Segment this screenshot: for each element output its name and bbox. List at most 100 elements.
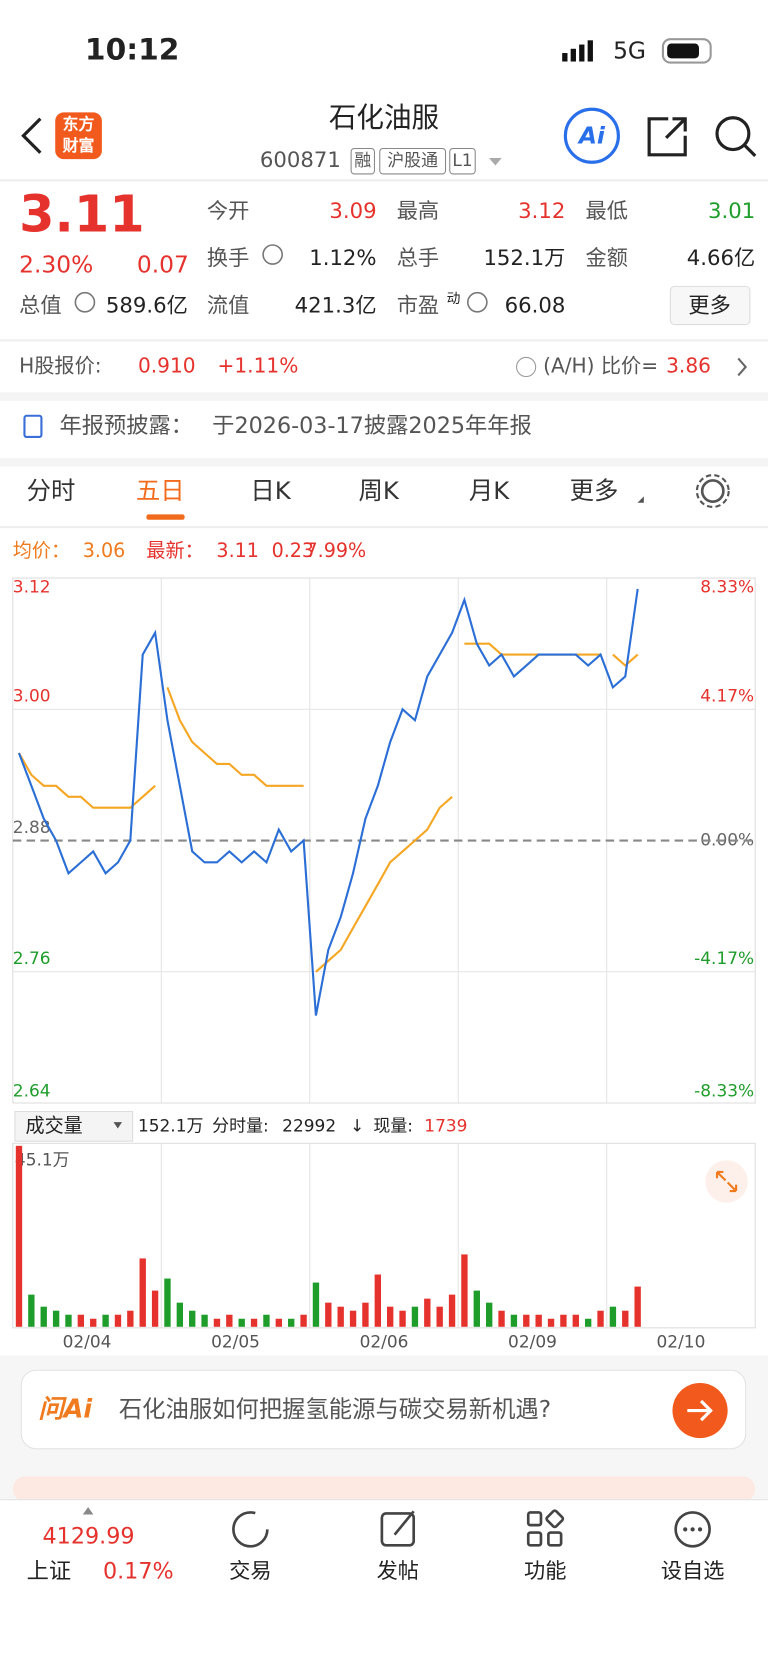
avg-value: 3.06 <box>83 539 125 562</box>
index-change: 0.17% <box>103 1558 174 1584</box>
nav-label[interactable]: 交易 <box>229 1559 271 1584</box>
h-price: 0.910 <box>138 353 196 377</box>
volume-bar <box>65 1314 72 1327</box>
x-tick-label: 02/09 <box>508 1332 557 1352</box>
y-tick-label: 2.76 <box>13 948 51 968</box>
avg-line <box>315 796 453 973</box>
quote-fields: 今开 3.09 最高 3.12 最低 3.01 换手 1.12% 总手 152.1万 金额 4.66亿… <box>19 199 755 318</box>
volume-bar <box>572 1314 579 1327</box>
signal-icon <box>562 40 593 62</box>
volume-selector-text: 成交量 <box>26 1114 83 1137</box>
share-button[interactable] <box>647 117 687 157</box>
y-tick-label: 3.00 <box>13 686 51 706</box>
y2-tick-label: 8.33% <box>700 577 754 597</box>
h-change: +1.11% <box>217 353 298 377</box>
volume-bar <box>597 1310 604 1327</box>
field-value: 1.12% <box>309 246 376 271</box>
volume-selector[interactable] <box>14 1110 134 1142</box>
ask-box[interactable] <box>20 1369 747 1450</box>
logo-text: 东方 <box>63 115 95 134</box>
notice-label: 年报预披露： <box>59 413 193 439</box>
tab[interactable]: 日K <box>250 476 291 505</box>
field-label: 市盈 <box>397 294 439 319</box>
y-tick-label: 2.88 <box>13 817 51 837</box>
tab[interactable]: 月K <box>469 476 510 505</box>
field-label: 换手 <box>207 246 249 271</box>
tabs: 分时 五日 日K 周K 月K 更多 <box>27 476 644 505</box>
back-button[interactable] <box>21 117 42 154</box>
volume-chart: 45.1万 <box>15 1143 641 1328</box>
volume-bar <box>40 1306 47 1327</box>
nav-label[interactable]: 设自选 <box>661 1559 725 1584</box>
logo-text: 财富 <box>63 136 95 155</box>
expand-arrow[interactable] <box>82 1507 94 1515</box>
stock-code: 600871 <box>260 148 341 173</box>
settings-button[interactable] <box>700 479 725 503</box>
volume-bar <box>337 1306 344 1327</box>
price-line <box>17 588 639 1016</box>
index-name: 上证 <box>27 1558 72 1584</box>
ai-text: Ai <box>577 121 606 149</box>
avg-label: 均价： <box>13 539 70 562</box>
logo <box>55 112 102 160</box>
ask-question: 石化油服如何把握氢能源与碳交易新机遇? <box>119 1395 551 1423</box>
field-label: 金额 <box>586 246 628 271</box>
nav-items: 交易 发帖 功能 设自选 <box>229 1559 724 1584</box>
volume-bar <box>584 1318 592 1327</box>
tag <box>449 147 476 175</box>
x-tick-label: 02/06 <box>360 1332 409 1352</box>
chevron[interactable] <box>737 357 748 377</box>
volume-bar <box>288 1318 295 1327</box>
volume-bar <box>213 1318 221 1327</box>
expand-button[interactable] <box>705 1160 748 1203</box>
y2-tick-label: -4.17% <box>694 948 754 968</box>
volume-bar <box>374 1274 381 1327</box>
volume-bar <box>485 1302 493 1327</box>
dropdown-arrow[interactable] <box>488 158 502 166</box>
notice-icon <box>23 414 43 439</box>
volume-bar <box>114 1314 122 1327</box>
nav-label[interactable]: 发帖 <box>377 1559 419 1584</box>
x-tick-label: 02/10 <box>657 1332 706 1352</box>
now-label: 现量: <box>373 1115 413 1135</box>
volume-bar <box>102 1314 109 1327</box>
tick-volume: 22992 <box>282 1115 336 1135</box>
x-tick-label: 02/05 <box>211 1332 260 1352</box>
help-icon[interactable] <box>516 356 537 378</box>
y2-tick-label: -8.33% <box>694 1080 754 1100</box>
network: 5G <box>613 36 646 64</box>
change-pct: 2.30% <box>19 251 93 279</box>
tab[interactable]: 周K <box>359 476 400 505</box>
avg-line <box>166 686 304 787</box>
nav-label[interactable]: 功能 <box>524 1559 566 1584</box>
tab[interactable]: 五日 <box>136 476 185 505</box>
volume-total: 152.1万 <box>138 1115 204 1135</box>
stock-name: 石化油服 <box>329 101 439 134</box>
field-value: 3.01 <box>708 199 755 224</box>
x-tick-label: 02/04 <box>63 1332 112 1352</box>
settings-gear <box>695 474 730 509</box>
tag-text: 沪股通 <box>387 150 438 170</box>
volume-bar <box>275 1318 283 1327</box>
search-button[interactable] <box>715 116 751 152</box>
field-label: 总手 <box>397 246 439 271</box>
tick-arrow: ↓ <box>350 1115 364 1135</box>
field-label: 最低 <box>586 199 628 224</box>
volume-bar <box>312 1282 320 1327</box>
tab[interactable]: 分时 <box>27 476 76 505</box>
separator <box>0 458 768 467</box>
ratio-label: (A/H) 比价= <box>543 353 658 377</box>
notice-text: 于2026-03-17披露2025年年报 <box>212 413 532 439</box>
volume-bar <box>523 1314 530 1327</box>
volume-bar <box>622 1310 629 1327</box>
volume-bar <box>609 1306 617 1327</box>
field-label: 今开 <box>207 199 249 224</box>
tab[interactable]: 更多 <box>570 476 619 505</box>
more-button[interactable] <box>669 285 751 326</box>
volume-bar <box>176 1302 184 1327</box>
latest-change: 0.23 <box>272 539 314 562</box>
field-label: 流值 <box>207 294 249 319</box>
ai-button[interactable] <box>563 107 620 164</box>
